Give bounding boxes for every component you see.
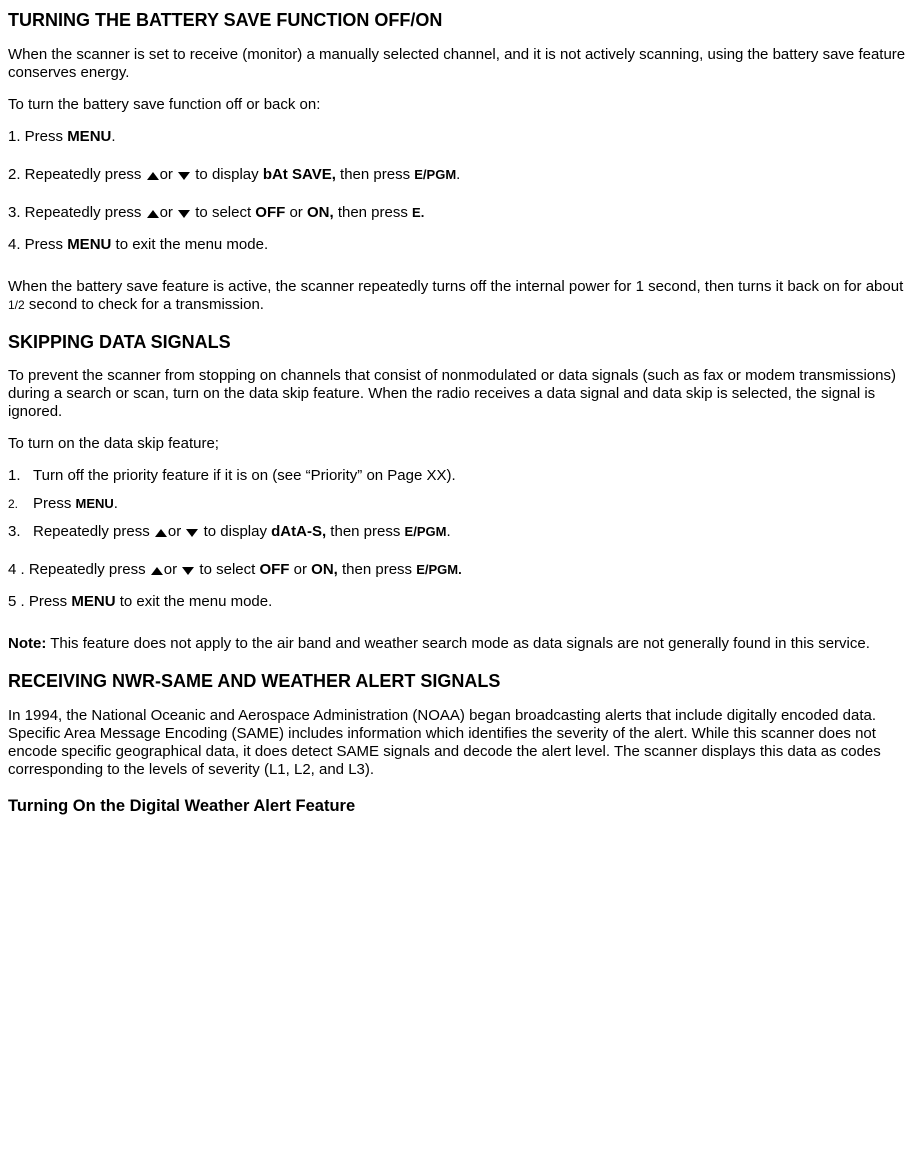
data-skip-item-3: 3.Repeatedly press or to display dAtA-S,… [8, 523, 910, 541]
weather-heading: RECEIVING NWR-SAME AND WEATHER ALERT SIG… [8, 671, 910, 693]
battery-save-heading: TURNING THE BATTERY SAVE FUNCTION OFF/ON [8, 10, 910, 32]
up-icon [146, 204, 160, 221]
battery-save-lead: To turn the battery save function off or… [8, 96, 910, 114]
data-skip-step-5: 5 . Press MENU to exit the menu mode. [8, 593, 910, 611]
data-skip-step-4: 4 . Repeatedly press or to select OFF or… [8, 561, 910, 579]
weather-sub-heading: Turning On the Digital Weather Alert Fea… [8, 797, 910, 817]
data-skip-item-2: 2.Press MENU. [8, 495, 910, 513]
down-icon [181, 561, 195, 578]
down-icon [185, 523, 199, 540]
weather-body: In 1994, the National Oceanic and Aerosp… [8, 707, 910, 779]
battery-save-intro: When the scanner is set to receive (moni… [8, 46, 910, 82]
data-skip-note: Note: This feature does not apply to the… [8, 635, 910, 653]
down-icon [177, 166, 191, 183]
battery-step-1: 1. Press MENU. [8, 128, 910, 146]
data-skip-lead: To turn on the data skip feature; [8, 435, 910, 453]
up-icon [154, 523, 168, 540]
down-icon [177, 204, 191, 221]
up-icon [150, 561, 164, 578]
data-skip-list: 1.Turn off the priority feature if it is… [8, 467, 910, 541]
battery-step-2: 2. Repeatedly press or to display bAt SA… [8, 166, 910, 184]
battery-save-outro: When the battery save feature is active,… [8, 278, 910, 314]
data-skip-intro: To prevent the scanner from stopping on … [8, 367, 910, 421]
data-skip-heading: SKIPPING DATA SIGNALS [8, 332, 910, 354]
battery-step-3: 3. Repeatedly press or to select OFF or … [8, 204, 910, 222]
battery-step-4: 4. Press MENU to exit the menu mode. [8, 236, 910, 254]
up-icon [146, 166, 160, 183]
data-skip-item-1: 1.Turn off the priority feature if it is… [8, 467, 910, 485]
